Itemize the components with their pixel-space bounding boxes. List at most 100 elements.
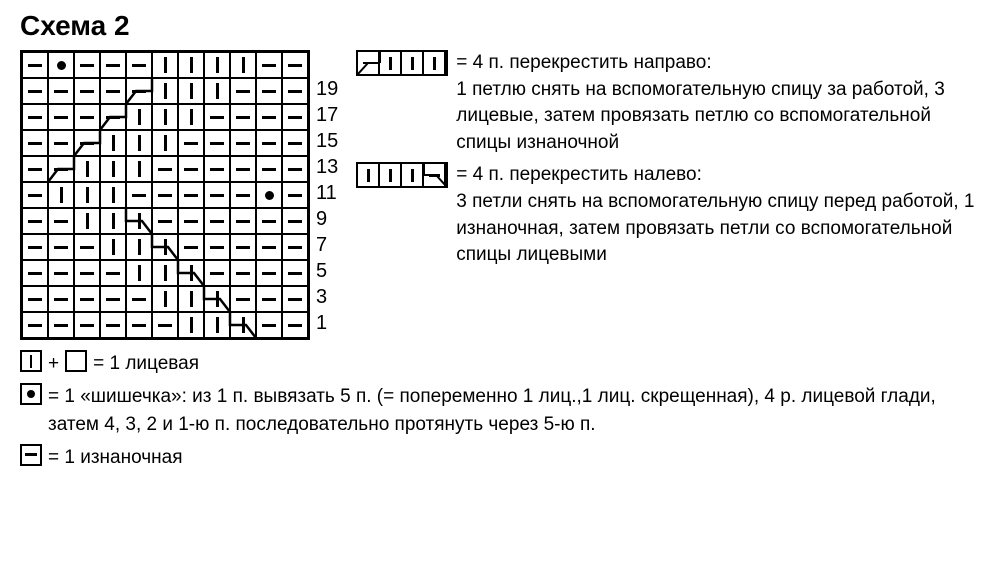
row-number-labels: 191715131197531 xyxy=(316,50,338,336)
chart-title: Схема 2 xyxy=(20,10,980,42)
chart-cell xyxy=(126,260,152,286)
chart-cell xyxy=(48,52,74,78)
chart-cell xyxy=(126,312,152,338)
chart-cell xyxy=(48,312,74,338)
chart-cell xyxy=(126,208,152,234)
chart-cell xyxy=(48,78,74,104)
row-label: 7 xyxy=(316,232,338,258)
chart-cell xyxy=(204,208,230,234)
chart-cell xyxy=(256,182,282,208)
chart-cell xyxy=(282,52,308,78)
cross-left-desc: 3 петли снять на вспомогательную спицу п… xyxy=(456,191,974,265)
chart-cell xyxy=(204,156,230,182)
chart-cell xyxy=(152,104,178,130)
chart-cell xyxy=(256,156,282,182)
chart-cell xyxy=(100,286,126,312)
chart-cell xyxy=(230,260,256,286)
chart-cell xyxy=(100,156,126,182)
chart-cell xyxy=(178,286,204,312)
chart-cell xyxy=(230,156,256,182)
row-label: 15 xyxy=(316,128,338,154)
chart-cell xyxy=(48,156,74,182)
chart-cell xyxy=(204,78,230,104)
chart-cell xyxy=(178,78,204,104)
chart-cell xyxy=(204,52,230,78)
chart-cell xyxy=(126,52,152,78)
chart-cell xyxy=(74,78,100,104)
chart-cell xyxy=(178,260,204,286)
chart-cell xyxy=(74,312,100,338)
chart-cell xyxy=(256,104,282,130)
legend-cross-left: = 4 п. перекрестить налево: 3 петли снят… xyxy=(356,162,980,268)
chart-cell xyxy=(48,182,74,208)
chart-cell xyxy=(178,156,204,182)
chart-cell xyxy=(74,104,100,130)
row-label: 5 xyxy=(316,258,338,284)
chart-cell xyxy=(282,208,308,234)
chart-cell xyxy=(282,286,308,312)
chart-cell xyxy=(100,260,126,286)
chart-cell xyxy=(204,286,230,312)
chart-cell xyxy=(48,130,74,156)
chart-cell xyxy=(282,260,308,286)
chart-cell xyxy=(126,234,152,260)
chart-cell xyxy=(22,130,48,156)
chart-cell xyxy=(48,104,74,130)
chart-cell xyxy=(22,52,48,78)
row-label: 11 xyxy=(316,180,338,206)
chart-cell xyxy=(74,182,100,208)
chart-cell xyxy=(282,104,308,130)
chart-cell xyxy=(22,78,48,104)
chart-cell xyxy=(22,156,48,182)
chart-cell xyxy=(204,260,230,286)
cross-right-icon xyxy=(356,50,448,76)
chart-cell xyxy=(282,182,308,208)
purl-text: = 1 изнаночная xyxy=(48,444,183,473)
legend-purl: = 1 изнаночная xyxy=(20,444,980,473)
row-label: 17 xyxy=(316,102,338,128)
chart-cell xyxy=(126,182,152,208)
chart-cell xyxy=(230,286,256,312)
chart-cell xyxy=(48,234,74,260)
chart-cell xyxy=(126,104,152,130)
bobble-icon xyxy=(20,383,42,405)
chart-cell xyxy=(22,208,48,234)
chart-cell xyxy=(204,182,230,208)
chart-cell xyxy=(22,234,48,260)
row-label: 19 xyxy=(316,76,338,102)
chart-cell xyxy=(230,78,256,104)
bobble-text: = 1 «шишечка»: из 1 п. вывязать 5 п. (= … xyxy=(48,383,980,440)
cross-left-label: = 4 п. перекрестить налево: xyxy=(456,164,702,185)
plus-sign: + xyxy=(48,350,59,379)
chart-cell xyxy=(100,234,126,260)
chart-cell xyxy=(204,104,230,130)
chart-cell xyxy=(230,234,256,260)
chart-cell xyxy=(100,130,126,156)
chart-cell xyxy=(282,312,308,338)
chart-cell xyxy=(74,260,100,286)
chart-cell xyxy=(126,78,152,104)
chart-cell xyxy=(152,156,178,182)
chart-cell xyxy=(282,156,308,182)
legend-knit: + = 1 лицевая xyxy=(20,350,980,379)
chart-cell xyxy=(152,52,178,78)
chart-cell xyxy=(178,234,204,260)
chart-cell xyxy=(126,286,152,312)
chart-cell xyxy=(74,130,100,156)
knit-text: = 1 лицевая xyxy=(93,350,199,379)
chart-cell xyxy=(178,182,204,208)
chart-cell xyxy=(282,234,308,260)
chart-cell xyxy=(178,208,204,234)
chart-cell xyxy=(48,286,74,312)
chart-column: 191715131197531 xyxy=(20,50,338,340)
chart-cell xyxy=(256,234,282,260)
row-label: 1 xyxy=(316,310,338,336)
chart-cell xyxy=(22,286,48,312)
chart-cell xyxy=(230,182,256,208)
chart-cell xyxy=(152,78,178,104)
knit-icon xyxy=(20,350,42,372)
right-legend: = 4 п. перекрестить направо: 1 петлю сня… xyxy=(356,50,980,275)
chart-cell xyxy=(256,312,282,338)
chart-cell xyxy=(230,52,256,78)
chart-cell xyxy=(256,78,282,104)
